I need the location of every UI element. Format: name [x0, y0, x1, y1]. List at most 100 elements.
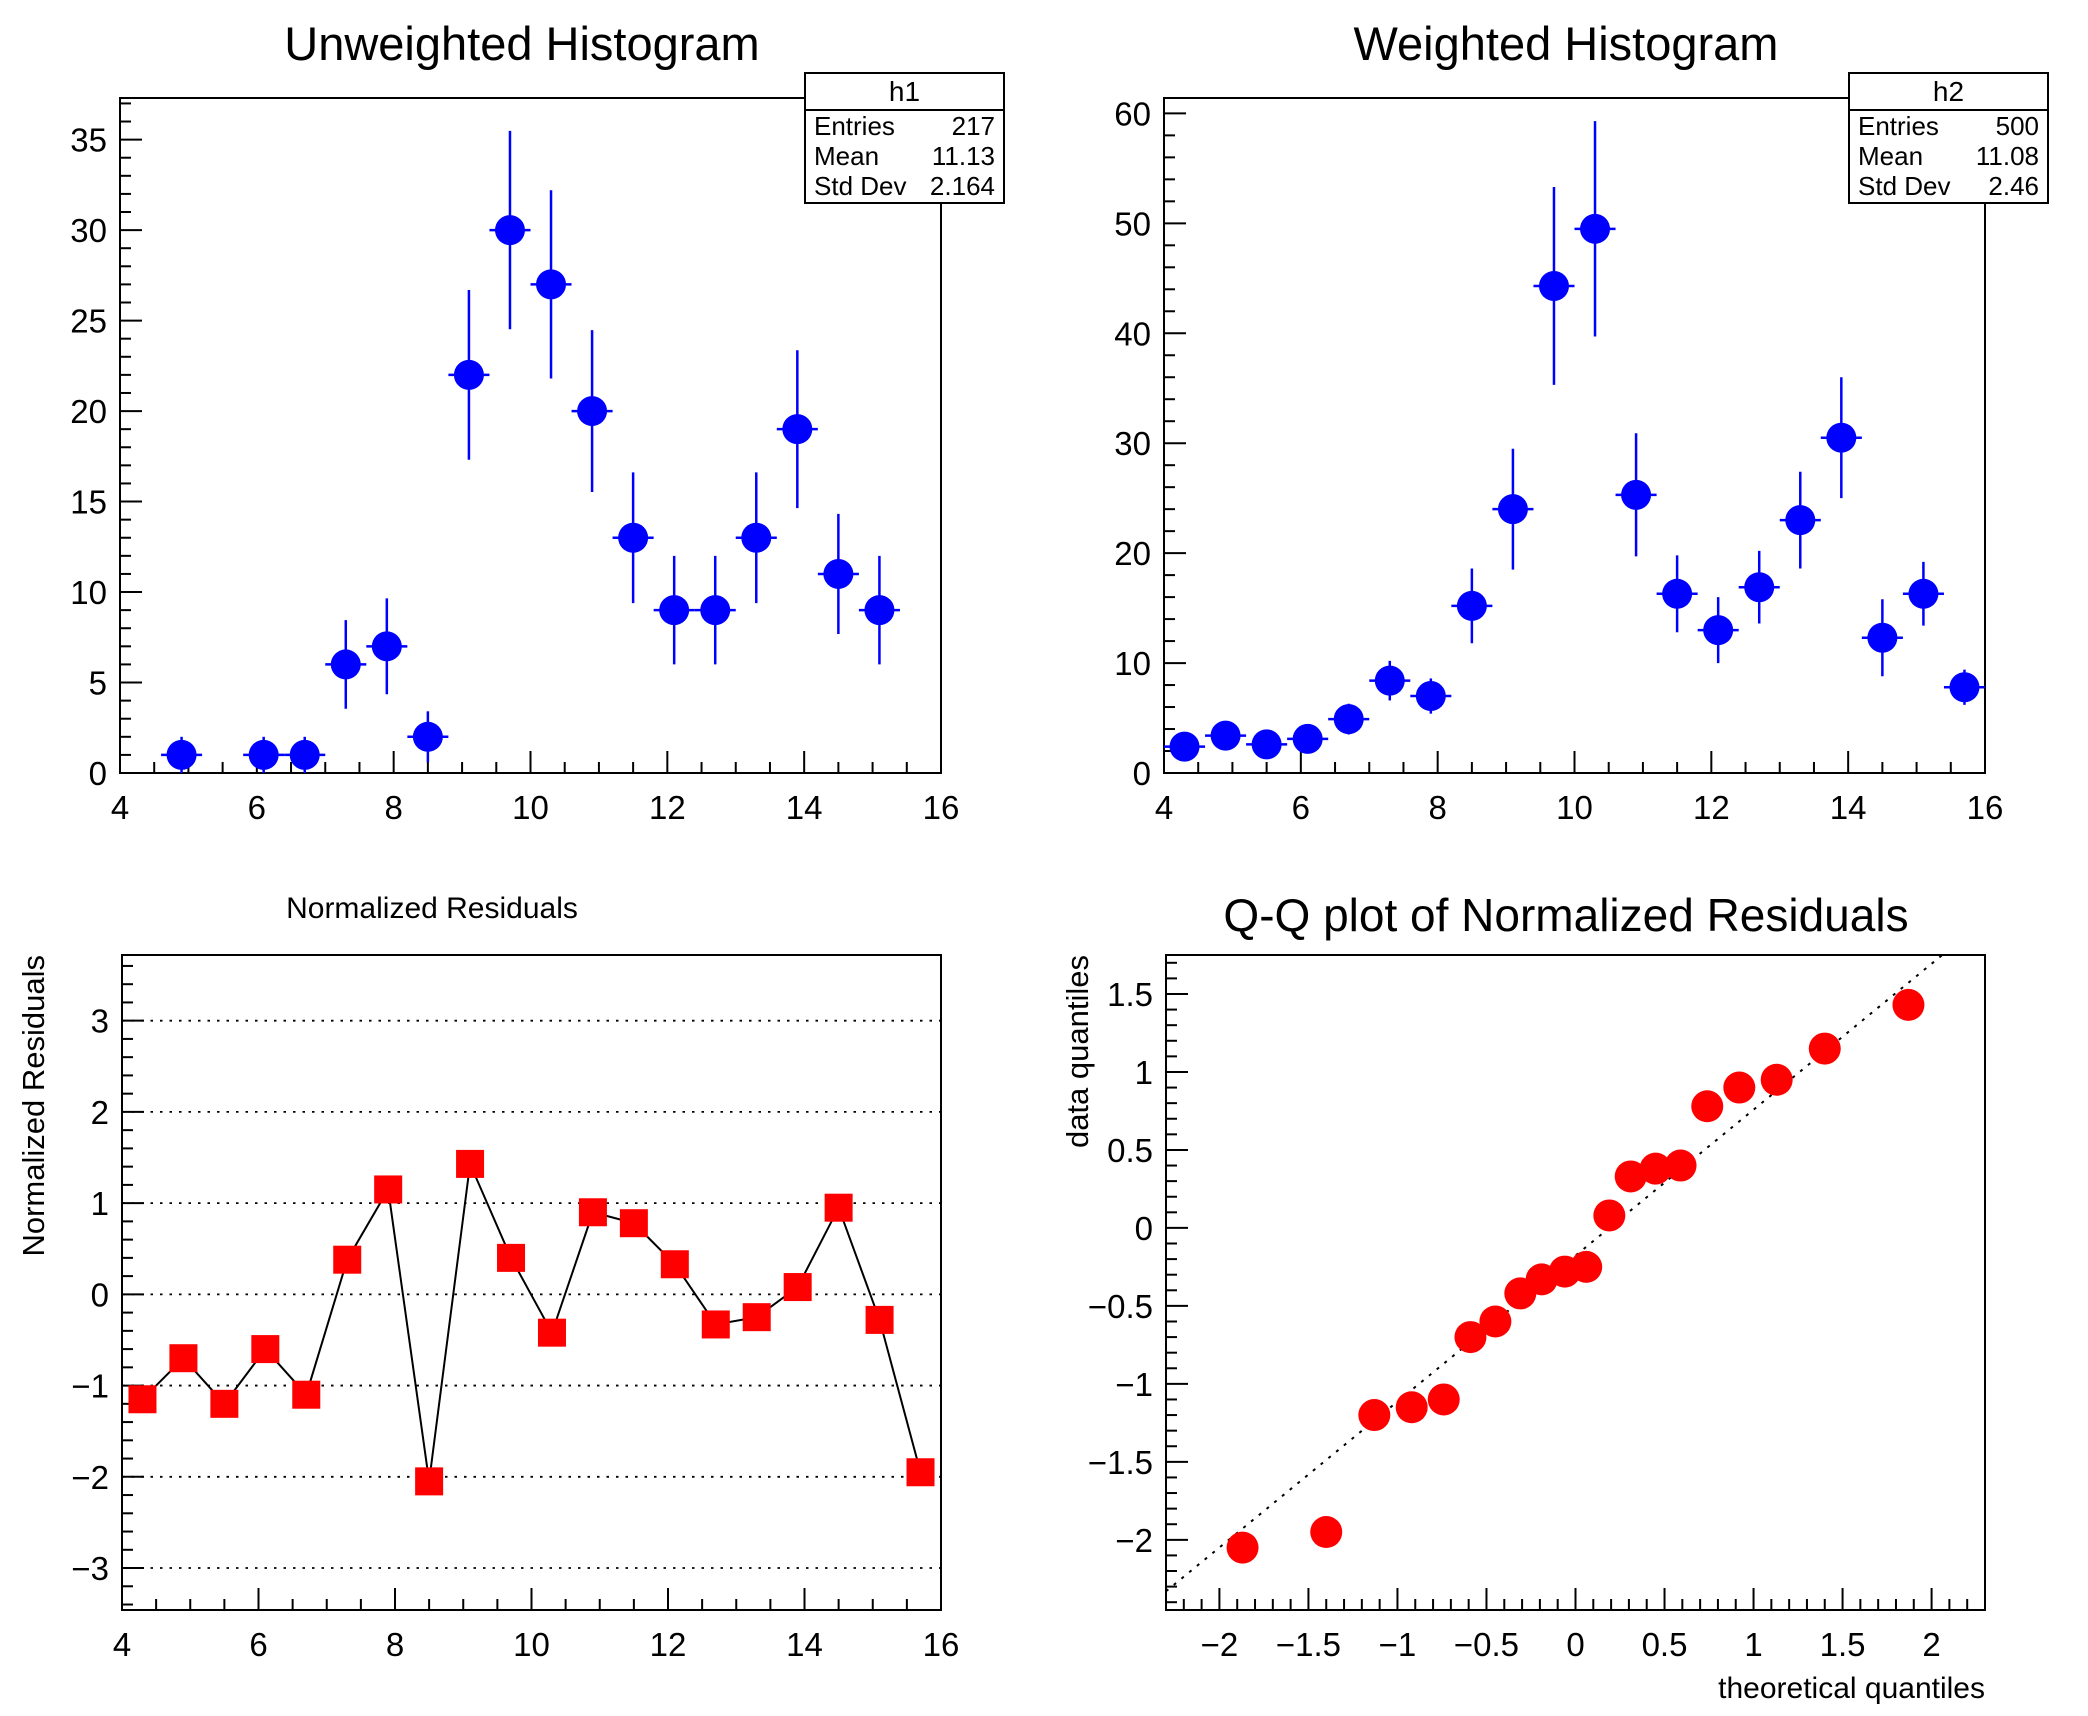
y-tick-label: 40	[1114, 315, 1151, 352]
data-point	[1621, 479, 1652, 510]
connecting-line	[141, 1160, 922, 1482]
data-point	[618, 522, 649, 553]
x-tick-label: 12	[1693, 789, 1730, 826]
x-tick-label: 14	[786, 1626, 823, 1663]
data-point	[1867, 622, 1898, 653]
stats-value: 11.08	[1975, 141, 2039, 171]
chart-title-unweighted: Unweighted Histogram	[284, 17, 760, 70]
data-point	[1251, 729, 1282, 760]
y-tick-label: 3	[91, 1003, 109, 1040]
data-point	[906, 1458, 935, 1487]
y-tick-label: −3	[71, 1550, 109, 1587]
pad-normalized-residuals: 4 6 8 10 12 14 16 −3 −2 −1 0 1 2 3 Normalized Residual…	[0, 858, 1044, 1716]
stats-label: Std Dev	[814, 171, 907, 201]
x-axis-title: theoretical quantiles	[1718, 1672, 1985, 1705]
y-tick-label: 0	[1133, 755, 1151, 792]
data-point	[1358, 1399, 1391, 1432]
stats-box-name: h2	[1850, 74, 2047, 111]
data-point	[1614, 1160, 1647, 1193]
data-point	[166, 739, 197, 770]
data-point	[1639, 1152, 1672, 1185]
data-point	[456, 1149, 485, 1178]
data-point	[1703, 615, 1734, 646]
stats-row-mean: Mean 11.08	[1850, 141, 2047, 171]
data-point	[1538, 270, 1569, 301]
plot-frame	[121, 954, 942, 1611]
data-point	[1744, 572, 1775, 603]
chart-title-weighted: Weighted Histogram	[1353, 17, 1779, 70]
data-point	[289, 739, 320, 770]
y-tick-label: 10	[70, 574, 107, 611]
x-tick-label: −2	[1201, 1626, 1239, 1663]
data-point	[494, 215, 525, 246]
y-tick-label: 1.5	[1107, 976, 1153, 1013]
data-point	[1497, 494, 1528, 525]
data-point	[1415, 681, 1446, 712]
data-point	[1593, 1199, 1626, 1232]
y-tick-label: 30	[70, 212, 107, 249]
data-point	[128, 1385, 157, 1414]
x-tick-label: 10	[513, 1626, 550, 1663]
data-point	[1374, 665, 1405, 696]
y-tick-label: 0	[89, 755, 107, 792]
y-tick-label: 5	[89, 665, 107, 702]
stats-label: Mean	[1858, 141, 1924, 171]
x-tick-label: 1	[1744, 1626, 1762, 1663]
x-tick-label: 10	[1556, 789, 1593, 826]
y-tick-label: 0	[91, 1276, 109, 1313]
x-tick-label: 6	[248, 789, 266, 826]
data-point	[292, 1380, 321, 1409]
x-tick-label: 12	[650, 1626, 687, 1663]
stats-value: 11.13	[931, 141, 995, 171]
data-point	[330, 649, 361, 680]
y-tick-label: 20	[70, 393, 107, 430]
y-tick-label: 0	[1135, 1210, 1153, 1247]
stats-box-h1: h1 Entries 217 Mean 11.13 Std Dev 2.164	[804, 72, 1005, 204]
y-tick-label: 15	[70, 484, 107, 521]
x-tick-label: 16	[923, 1626, 960, 1663]
stats-label: Std Dev	[1858, 171, 1951, 201]
data-point	[251, 1335, 280, 1364]
data-point	[578, 1198, 607, 1227]
y-tick-label: −0.5	[1088, 1288, 1153, 1325]
stats-row-entries: Entries 217	[806, 111, 1003, 141]
data-point	[1785, 505, 1816, 536]
y-tick-label: −1	[1115, 1366, 1153, 1403]
x-tick-label: 4	[113, 1626, 131, 1663]
y-tick-label: 35	[70, 122, 107, 159]
stats-value: 2.164	[929, 171, 995, 201]
y-tick-label: 25	[70, 303, 107, 340]
data-point	[741, 522, 772, 553]
data-point	[783, 1273, 812, 1302]
chart-title-residuals: Normalized Residuals	[286, 892, 578, 925]
data-point	[453, 359, 484, 390]
stats-row-entries: Entries 500	[1850, 111, 2047, 141]
data-point	[1691, 1090, 1724, 1123]
stats-box-h2: h2 Entries 500 Mean 11.08 Std Dev 2.46	[1848, 72, 2049, 204]
y-axis-title: Normalized Residuals	[16, 955, 51, 1257]
data-point	[1580, 213, 1611, 244]
x-tick-label: 16	[1967, 789, 2004, 826]
data-point	[371, 631, 402, 662]
data-point	[619, 1209, 648, 1238]
x-tick-label: 8	[386, 1626, 404, 1663]
unweighted-histogram-plot: 4 6 8 10 12 14 16 0 5 10 15 20 25 30 35	[70, 97, 960, 826]
x-tick-label: −0.5	[1454, 1626, 1519, 1663]
stats-value: 217	[951, 111, 995, 141]
data-point	[1662, 578, 1693, 609]
data-point	[1892, 988, 1925, 1021]
x-tick-label: 2	[1922, 1626, 1940, 1663]
data-point	[660, 1250, 689, 1279]
data-point	[1395, 1391, 1428, 1424]
data-point	[374, 1175, 403, 1204]
data-point	[1908, 578, 1939, 609]
data-point	[537, 1318, 566, 1347]
pad-qq-plot: −2 −1.5 −1 −0.5 0 0.5 1 1.5 2 −2 −1.5 −1 −0.5 0 0.5 1 1.…	[1044, 858, 2088, 1716]
stats-box-name: h1	[806, 74, 1003, 111]
y-axis-title: data quantiles	[1060, 955, 1095, 1148]
data-point	[823, 558, 854, 589]
data-point	[1310, 1516, 1343, 1549]
y-tick-label: 10	[1114, 645, 1151, 682]
y-tick-label: −1.5	[1088, 1444, 1153, 1481]
x-tick-label: 16	[923, 789, 960, 826]
